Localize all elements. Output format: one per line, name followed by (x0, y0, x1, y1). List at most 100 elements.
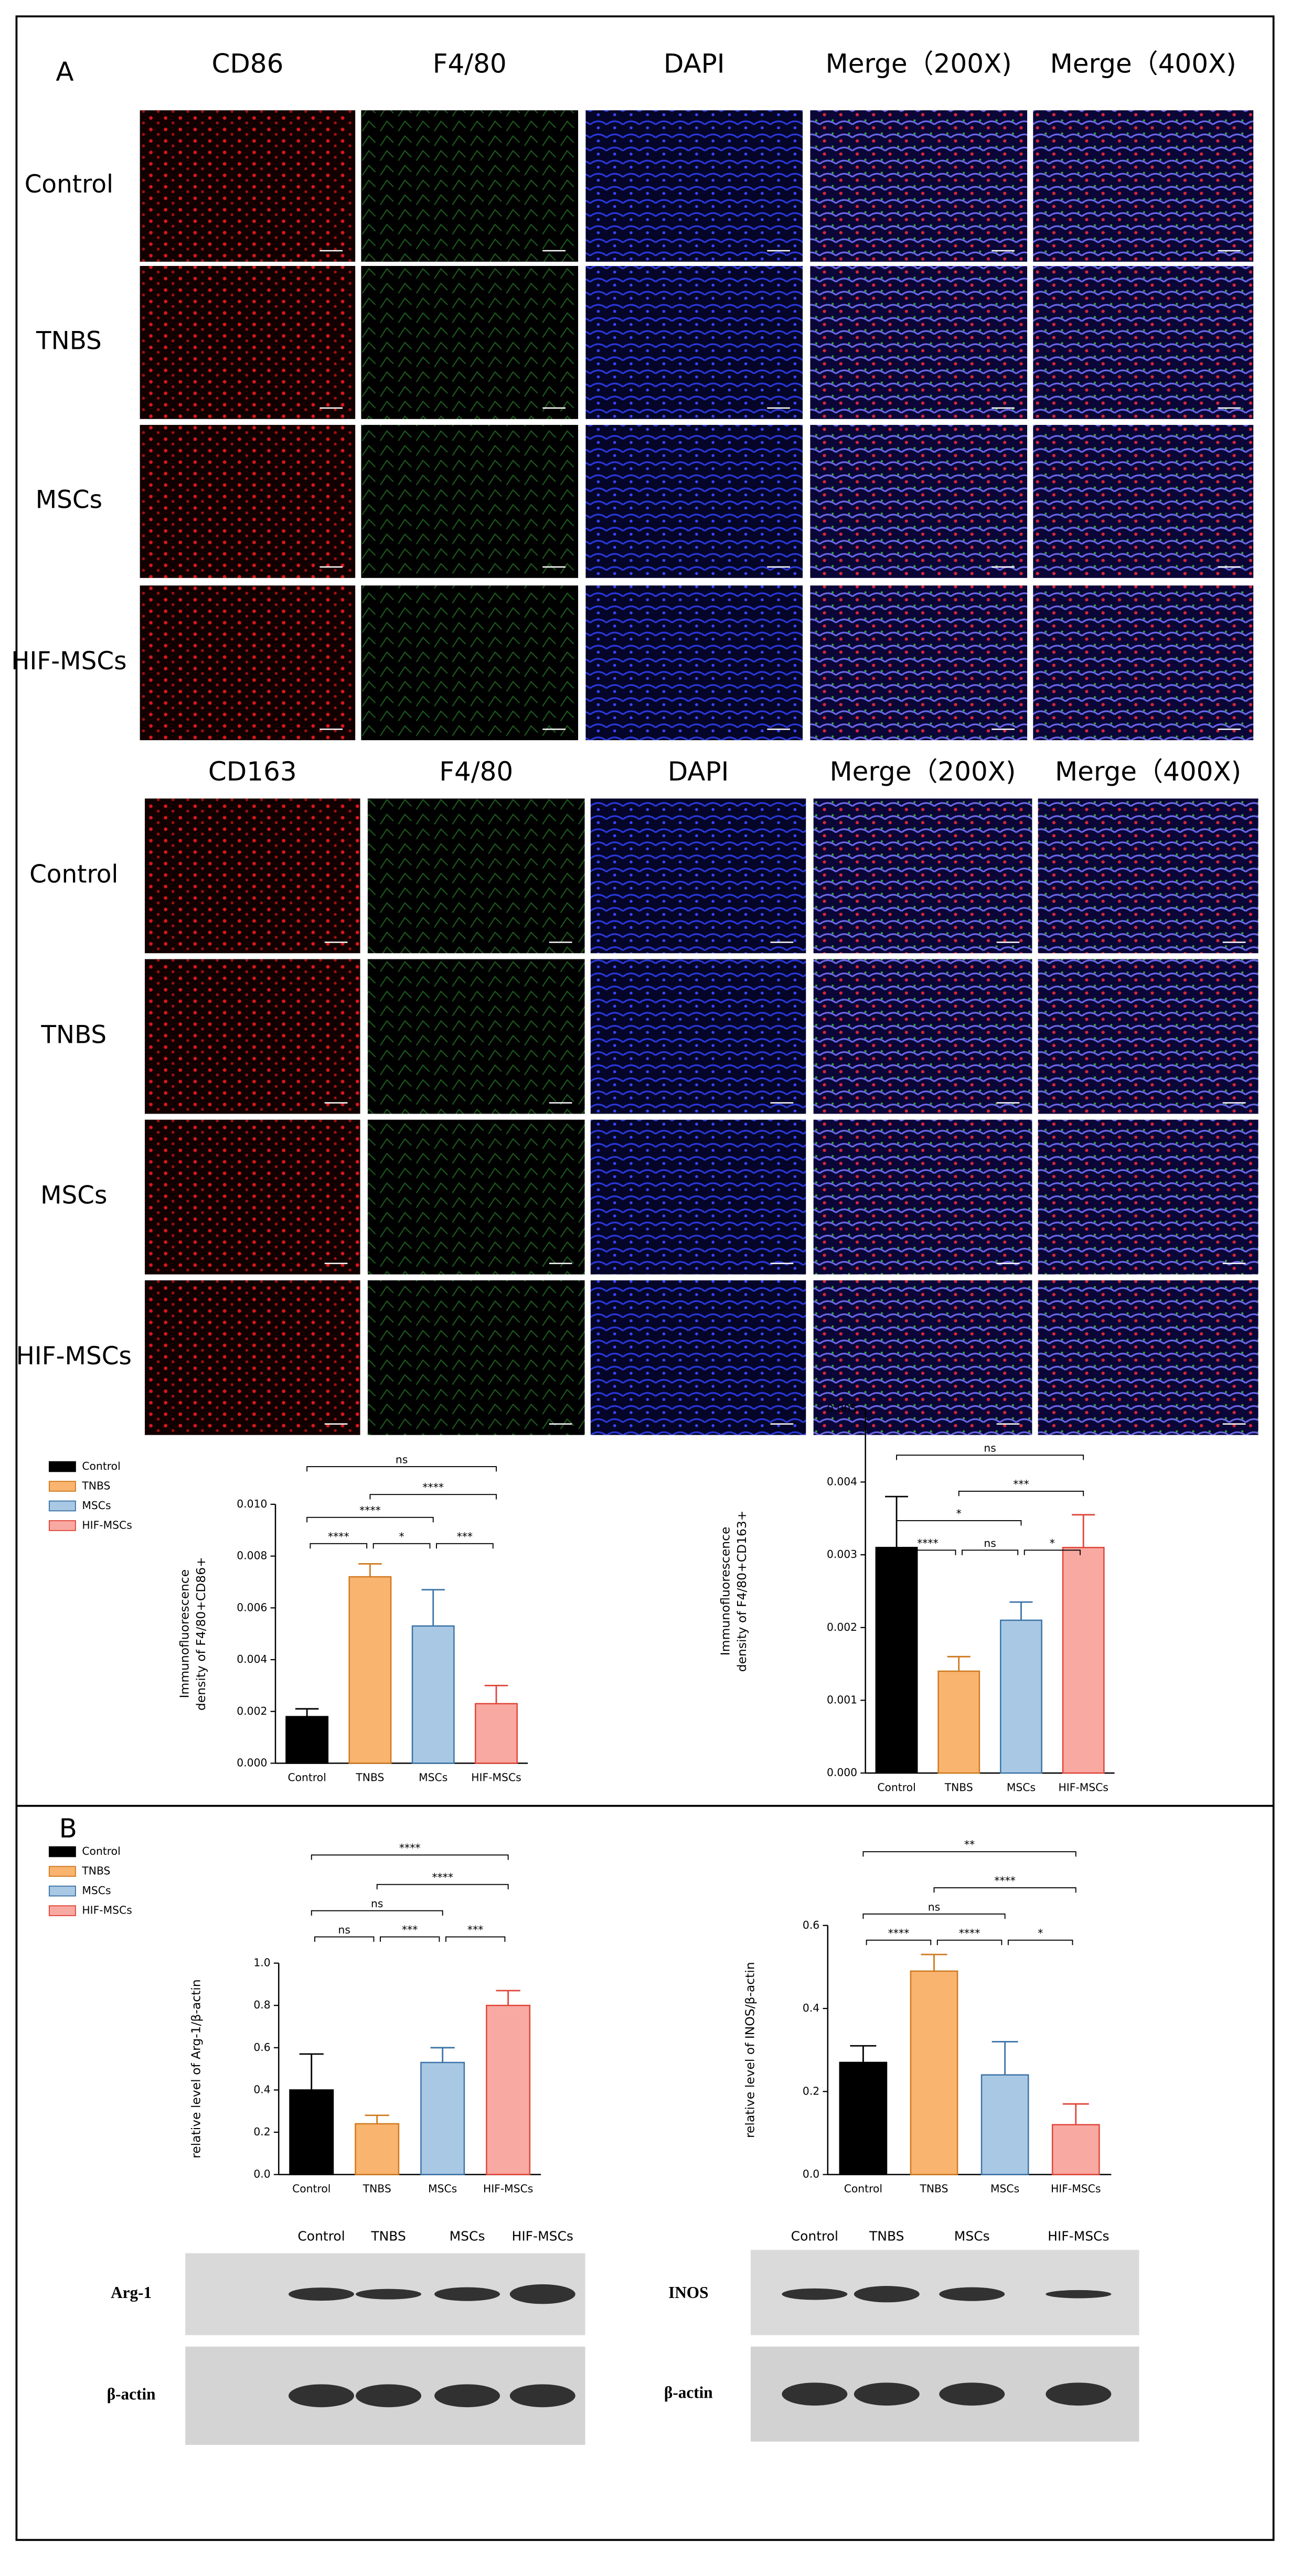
band-label: β-actin (107, 2385, 156, 2403)
micrograph (367, 1118, 586, 1276)
micrograph (367, 797, 586, 955)
significance-label: ns (928, 1900, 940, 1913)
bar (1051, 2124, 1100, 2175)
micrograph (809, 265, 1028, 420)
y-tick-label: 0.2 (253, 2125, 270, 2138)
micrograph (1032, 109, 1255, 263)
micrograph (1037, 958, 1260, 1115)
significance-bracket (311, 1910, 443, 1916)
bar (285, 1716, 329, 1764)
micrograph (584, 584, 804, 742)
error-bar (299, 2053, 324, 2090)
micrograph (1032, 424, 1255, 579)
row-label: HIF-MSCs (16, 1342, 132, 1371)
bar (348, 1576, 392, 1764)
y-tick-label: 0.6 (253, 2041, 270, 2054)
x-tick-label: TNBS (944, 1781, 973, 1793)
micrograph (138, 109, 357, 263)
x-tick-label: MSCs (1007, 1781, 1036, 1793)
protein-band (939, 2382, 1005, 2406)
significance-bracket (1007, 1939, 1073, 1946)
row-label: Control (25, 170, 113, 199)
significance-bracket (899, 1549, 956, 1555)
significance-label: * (1038, 1927, 1043, 1939)
significance-label: **** (917, 1537, 939, 1549)
bar (937, 1670, 980, 1774)
micrograph (367, 958, 586, 1115)
legend-swatch (48, 1461, 76, 1472)
y-tick-label: 0.005 (827, 1403, 857, 1415)
protein-band (356, 2289, 422, 2300)
column-header: DAPI (664, 48, 725, 79)
error-bar (850, 2045, 877, 2062)
y-tick-label: 0.000 (827, 1766, 857, 1779)
column-header: DAPI (668, 756, 729, 787)
x-tick-label: Control (844, 2183, 882, 2195)
micrograph (584, 109, 804, 263)
significance-label: * (1050, 1537, 1055, 1549)
error-bar (1009, 1601, 1033, 1620)
row-label: MSCs (40, 1182, 107, 1210)
micrograph (1032, 265, 1255, 420)
micrograph (589, 958, 807, 1115)
column-header: Merge（400X) (1050, 48, 1236, 79)
significance-bracket (445, 1936, 506, 1942)
x-tick-label: HIF-MSCs (1058, 1781, 1108, 1793)
x-tick-label: MSCs (428, 2183, 457, 2195)
significance-bracket (896, 1520, 1022, 1526)
y-axis-label: density of F4/80+CD163+ (734, 1511, 749, 1672)
legend-swatch (48, 1481, 76, 1492)
y-tick-label: 0.8 (253, 1998, 270, 2011)
band-label: Arg-1 (111, 2283, 152, 2302)
significance-bracket (311, 1854, 509, 1860)
lane-label: TNBS (370, 2228, 406, 2243)
protein-band (434, 2384, 500, 2408)
lane-label: Control (297, 2228, 345, 2243)
y-tick-label: 0.010 (237, 1498, 267, 1510)
significance-bracket (866, 1939, 932, 1946)
micrograph (812, 1279, 1033, 1436)
y-tick-label: 0.004 (237, 1653, 267, 1665)
bar-chart: 0.000 0.002 0.004 0.006 0.008 0.010 Immunofluo… (48, 1453, 528, 1784)
micrograph (1037, 1118, 1260, 1276)
micrograph (812, 797, 1033, 955)
significance-bracket (369, 1494, 497, 1500)
legend-label: MSCs (82, 1499, 111, 1512)
bar (486, 2004, 531, 2175)
significance-label: **** (359, 1504, 381, 1516)
legend-swatch (48, 1846, 76, 1857)
y-tick-label: 0.6 (803, 1919, 819, 1931)
significance-bracket (306, 1516, 434, 1523)
legend-label: HIF-MSCs (82, 1904, 132, 1917)
bar (839, 2061, 888, 2175)
band-label: β-actin (664, 2383, 713, 2401)
protein-band (509, 2384, 575, 2408)
bar-chart: 0.000 0.001 0.002 0.003 0.004 0.005 Immunofluo… (718, 1403, 1115, 1793)
micrograph (138, 265, 357, 420)
protein-band (782, 2288, 848, 2300)
bar (875, 1546, 918, 1774)
y-tick-label: 0.002 (237, 1705, 267, 1717)
bar (355, 2123, 400, 2175)
significance-label: ns (371, 1897, 383, 1910)
legend-label: Control (82, 1845, 120, 1857)
micrograph (138, 424, 357, 579)
column-header: Merge（200X) (826, 48, 1012, 79)
micrograph (367, 1279, 586, 1436)
legend-label: TNBS (81, 1480, 110, 1492)
y-tick-label: 0.004 (827, 1475, 857, 1488)
micrograph (144, 1279, 361, 1436)
significance-bracket (862, 1913, 1006, 1919)
bar (411, 1625, 455, 1764)
column-header: F4/80 (439, 756, 513, 787)
y-tick-label: 1.0 (253, 1957, 270, 1969)
error-bar (358, 1563, 382, 1577)
row-label: TNBS (36, 327, 102, 355)
western-blots: Control TNBS MSCs HIF-MSCs Arg-1 β-actin Contr… (107, 2228, 1139, 2445)
significance-label: **** (432, 1871, 453, 1884)
bar (980, 2074, 1029, 2175)
significance-label: ns (984, 1442, 996, 1455)
bar (289, 2089, 334, 2175)
y-tick-label: 0.002 (827, 1621, 857, 1633)
